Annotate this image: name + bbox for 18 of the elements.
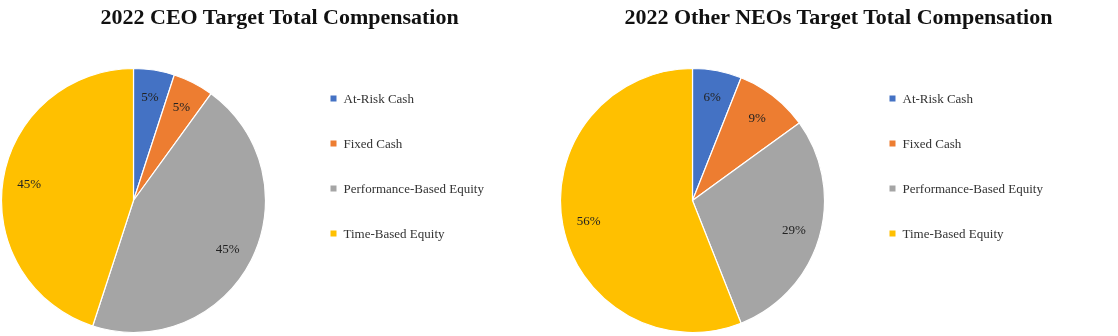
data-label: 5%	[172, 98, 191, 114]
legend-label: At-Risk Cash	[343, 91, 415, 106]
legend-label: At-Risk Cash	[902, 91, 974, 106]
legend-label: Fixed Cash	[902, 136, 962, 151]
data-label: 29%	[781, 222, 806, 238]
data-label: 6%	[703, 89, 722, 105]
data-label: 45%	[215, 240, 240, 256]
data-label: 9%	[748, 109, 767, 125]
data-label: 45%	[17, 176, 42, 192]
legend-label: Time-Based Equity	[343, 226, 445, 241]
legend-label: Fixed Cash	[343, 136, 403, 151]
legend-label: Time-Based Equity	[902, 226, 1004, 241]
legend-label: Performance-Based Equity	[902, 181, 1044, 196]
legend-label: Performance-Based Equity	[343, 181, 485, 196]
data-label: 56%	[576, 212, 601, 228]
chart-title: 2022 Other NEOs Target Total Compensation	[624, 4, 1053, 29]
chart-title: 2022 CEO Target Total Compensation	[100, 4, 459, 29]
data-label: 5%	[141, 88, 159, 104]
